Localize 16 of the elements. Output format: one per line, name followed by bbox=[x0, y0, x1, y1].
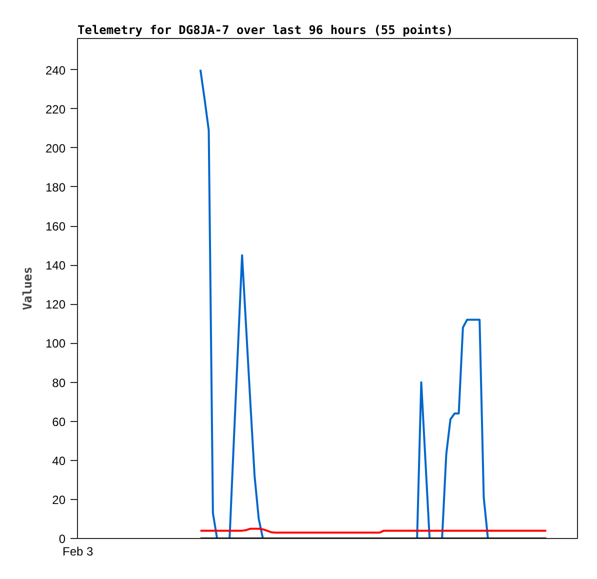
y-tick-label: 0 bbox=[58, 532, 66, 546]
y-axis-title: Values bbox=[20, 266, 34, 310]
y-tick-label: 240 bbox=[45, 63, 66, 78]
y-tick-label: 220 bbox=[45, 102, 66, 116]
y-tick-label: 140 bbox=[45, 258, 66, 273]
y-tick-label: 60 bbox=[52, 414, 66, 429]
y-tick-label: 180 bbox=[45, 180, 66, 194]
y-tick-label: 40 bbox=[52, 454, 66, 468]
text: Feb 3 bbox=[62, 544, 94, 558]
chart-title: Telemetry for DG8JA-7 over last 96 hours (55 points) bbox=[78, 23, 454, 37]
y-tick-label: 80 bbox=[52, 376, 66, 390]
y-tick-label: 160 bbox=[45, 220, 66, 234]
y-tick-label: 200 bbox=[45, 141, 66, 156]
y-tick-label: 120 bbox=[45, 298, 66, 312]
y-tick-label: 100 bbox=[45, 336, 66, 351]
y-tick-label: 20 bbox=[52, 492, 66, 507]
